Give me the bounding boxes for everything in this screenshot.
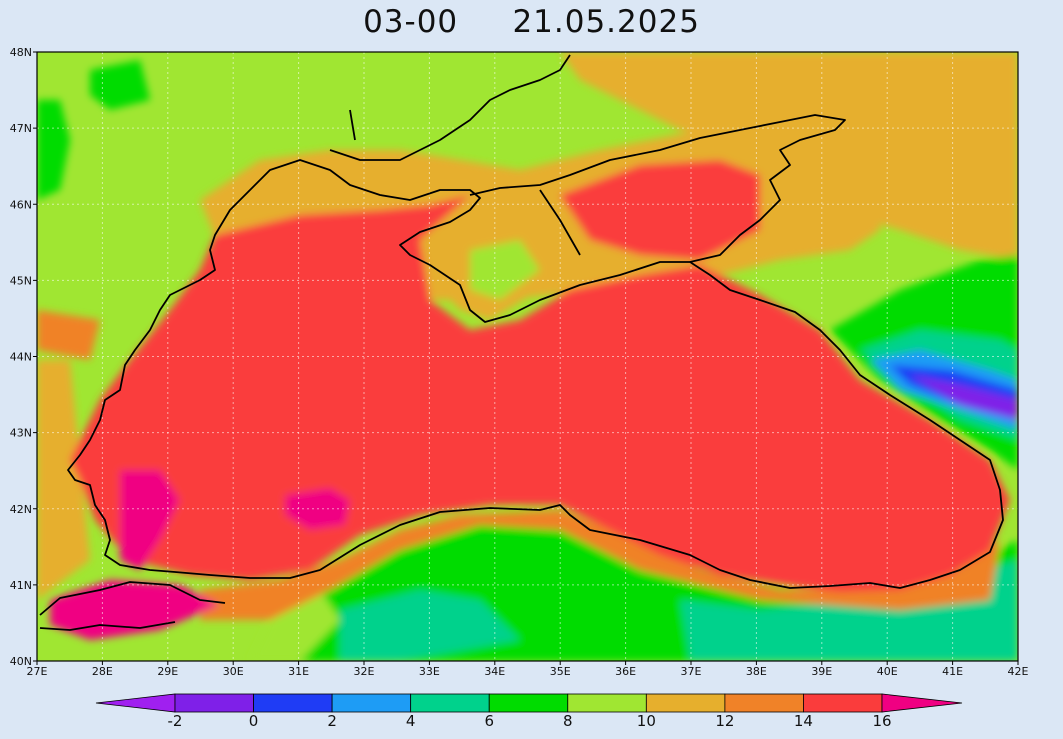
colorbar-label: 16 <box>872 712 891 730</box>
lon-tick-label: 28E <box>92 665 113 678</box>
yellow-land-south <box>250 590 340 661</box>
lon-tick-label: 38E <box>746 665 767 678</box>
colorbar-swatch <box>331 693 412 713</box>
lat-tick-label: 47N <box>10 122 32 135</box>
teal-land-south <box>340 590 520 661</box>
lon-tick-label: 34E <box>484 665 505 678</box>
orange-land-west <box>37 310 100 360</box>
lon-tick-label: 42E <box>1008 665 1029 678</box>
lat-tick-label: 41N <box>10 579 32 592</box>
lat-tick-label: 48N <box>10 46 32 59</box>
lat-tick-label: 40N <box>10 655 32 668</box>
coastline <box>39 54 1004 631</box>
colorbar-label: 2 <box>327 712 337 730</box>
lon-tick-label: 39E <box>811 665 832 678</box>
lon-tick-label: 32E <box>354 665 375 678</box>
colorbar-max-arrow <box>881 693 963 713</box>
forecast-date: 21.05.2025 <box>512 4 700 40</box>
black-sea-coastline <box>67 159 1004 589</box>
colorbar-label: 0 <box>249 712 259 730</box>
lon-tick-label: 35E <box>550 665 571 678</box>
bosphorus-marmara-coast <box>39 581 226 631</box>
green-land-west <box>37 100 70 200</box>
lon-tick-label: 27E <box>27 665 48 678</box>
forecast-time: 03-00 <box>363 4 459 40</box>
colorbar-label: -2 <box>168 712 183 730</box>
crimea-green <box>470 240 540 300</box>
colorbar-swatch <box>488 693 569 713</box>
dnieper-coast <box>329 54 571 161</box>
axes: 27E 28E 29E 30E 31E 32E 33E 34E 35E 36E 37E 38E 39E 4… <box>10 46 1029 678</box>
sea-warm-west <box>120 470 180 570</box>
colorbar-swatch <box>724 693 804 713</box>
lon-tick-label: 31E <box>288 665 309 678</box>
colorbar-swatch <box>174 693 254 713</box>
colorbar-swatch <box>253 693 333 713</box>
colorbar-label: 4 <box>406 712 416 730</box>
colorbar-swatch <box>567 693 647 713</box>
colorbar-label: 10 <box>637 712 656 730</box>
map-title: 03-00 21.05.2025 <box>0 4 1063 40</box>
lon-tick-label: 37E <box>681 665 702 678</box>
lon-tick-label: 29E <box>157 665 178 678</box>
caucasus-purple <box>910 375 1018 420</box>
colorbar-label: 6 <box>484 712 494 730</box>
orange-land-sw <box>37 360 90 600</box>
colorbar-swatch <box>645 693 726 713</box>
lat-tick-label: 46N <box>10 198 32 211</box>
lat-tick-label: 45N <box>10 274 32 287</box>
lon-tick-label: 40E <box>877 665 898 678</box>
lon-tick-label: 30E <box>223 665 244 678</box>
colorbar-label: 14 <box>794 712 813 730</box>
temperature-field <box>37 52 1018 661</box>
colorbar-min-arrow <box>95 693 176 713</box>
colorbar-swatch <box>410 693 490 713</box>
colorbar-label: 12 <box>715 712 734 730</box>
orange-south-coast <box>200 510 1000 620</box>
lat-tick-label: 44N <box>10 351 32 364</box>
colorbar: -2 0 2 4 6 8 10 12 14 16 <box>95 693 963 730</box>
marmara-warm <box>50 580 220 640</box>
azov-red <box>560 160 760 260</box>
lon-tick-label: 33E <box>419 665 440 678</box>
lon-tick-label: 36E <box>615 665 636 678</box>
azov-coastline <box>469 114 846 263</box>
lat-tick-label: 42N <box>10 503 32 516</box>
lon-tick-label: 41E <box>942 665 963 678</box>
lat-tick-label: 43N <box>10 427 32 440</box>
colorbar-label: 8 <box>563 712 573 730</box>
colorbar-swatch <box>803 693 883 713</box>
green-land-nw <box>90 60 150 110</box>
